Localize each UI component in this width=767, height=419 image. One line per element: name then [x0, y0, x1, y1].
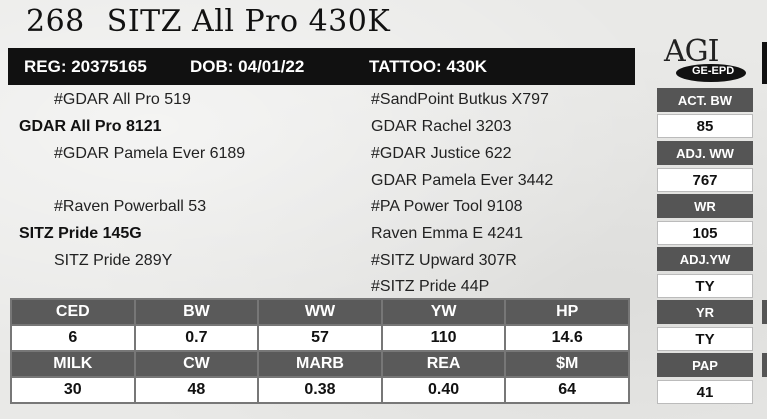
reg-number: REG: 20375165	[24, 57, 147, 76]
epd-header-hp: HP	[504, 298, 630, 326]
epd-header-row: CED BW WW YW HP	[10, 298, 630, 326]
animal-name: SITZ All Pro 430K	[106, 4, 391, 39]
dam-sire: #Raven Powerball 53	[54, 198, 207, 215]
edge-cell	[762, 353, 767, 377]
epd-header-rea: REA	[380, 350, 507, 378]
agi-logo-text: AGI	[664, 34, 719, 69]
dam-dam: SITZ Pride 289Y	[54, 252, 173, 269]
epd-header-ced: CED	[10, 298, 136, 326]
epd-value-hp: 14.6	[504, 324, 630, 352]
lot-number: 268	[26, 4, 85, 39]
stat-value-yr: TY	[657, 327, 753, 351]
epd-value-bw: 0.7	[133, 324, 260, 352]
epd-header-bw: BW	[133, 298, 260, 326]
stat-label-wr: WR	[657, 194, 753, 218]
stat-label-act-bw: ACT. BW	[657, 88, 753, 112]
epd-value-dollar-m: 64	[504, 376, 630, 404]
epd-table: CED BW WW YW HP 6 0.7 57 110 14.6 MILK C…	[10, 298, 630, 404]
epd-value-row: 6 0.7 57 110 14.6	[10, 324, 630, 352]
stat-value-adj-yw: TY	[657, 274, 753, 298]
epd-value-row: 30 48 0.38 0.40 64	[10, 376, 630, 404]
tattoo: TATTOO: 430K	[369, 57, 488, 76]
epd-header-milk: MILK	[10, 350, 136, 378]
epd-value-cw: 48	[133, 376, 260, 404]
logo-oval	[676, 64, 746, 82]
stat-value-pap: 41	[657, 380, 753, 404]
epd-header-row: MILK CW MARB REA $M	[10, 350, 630, 378]
epd-value-ced: 6	[10, 324, 136, 352]
epd-header-cw: CW	[133, 350, 260, 378]
stat-value-adj-ww: 767	[657, 168, 753, 192]
dam: SITZ Pride 145G	[19, 225, 142, 242]
epd-value-ww: 57	[257, 324, 383, 352]
sire: GDAR All Pro 8121	[19, 118, 162, 135]
stat-value-wr: 105	[657, 221, 753, 245]
epd-header-ww: WW	[257, 298, 383, 326]
dob: DOB: 04/01/22	[190, 57, 305, 76]
epd-value-milk: 30	[10, 376, 136, 404]
page-title: 268 SITZ All Pro 430K	[26, 4, 390, 39]
pedigree-right-7: #SITZ Upward 307R	[371, 252, 517, 269]
ge-epd-text: GE-EPD	[692, 65, 735, 77]
edge-cell	[762, 300, 767, 324]
pedigree-right-1: #SandPoint Butkus X797	[371, 91, 549, 108]
pedigree-right-8: #SITZ Pride 44P	[371, 278, 490, 295]
epd-header-yw: YW	[380, 298, 507, 326]
stat-value-act-bw: 85	[657, 114, 753, 138]
agi-logo: AGI GE-EPD	[654, 34, 754, 84]
sire-sire: #GDAR All Pro 519	[54, 91, 191, 108]
epd-value-rea: 0.40	[380, 376, 507, 404]
stat-label-yr: YR	[657, 300, 753, 324]
pedigree-right-3: #GDAR Justice 622	[371, 145, 512, 162]
sire-dam: #GDAR Pamela Ever 6189	[54, 145, 246, 162]
edge-strip	[762, 42, 767, 84]
stat-label-adj-yw: ADJ.YW	[657, 247, 753, 271]
epd-header-marb: MARB	[257, 350, 383, 378]
epd-value-yw: 110	[380, 324, 507, 352]
pedigree-right-5: #PA Power Tool 9108	[371, 198, 523, 215]
epd-header-dollar-m: $M	[504, 350, 630, 378]
pedigree-right-4: GDAR Pamela Ever 3442	[371, 172, 554, 189]
pedigree-right-6: Raven Emma E 4241	[371, 225, 524, 242]
id-bar: REG: 20375165 DOB: 04/01/22 TATTOO: 430K	[8, 48, 635, 85]
stat-label-adj-ww: ADJ. WW	[657, 141, 753, 165]
stat-label-pap: PAP	[657, 353, 753, 377]
epd-value-marb: 0.38	[257, 376, 383, 404]
pedigree-right-2: GDAR Rachel 3203	[371, 118, 512, 135]
